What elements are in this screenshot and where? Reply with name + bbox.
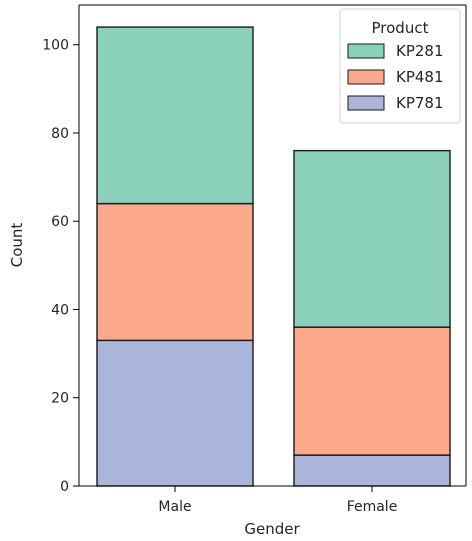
- axes-group: [78, 4, 467, 487]
- bar-female-kp481: [293, 326, 451, 456]
- legend-frame: [339, 8, 461, 124]
- legend-entries: KP281 KP481 KP781: [347, 42, 444, 112]
- bar-male-kp781: [96, 339, 254, 487]
- x-axis-label: Gender: [244, 520, 300, 538]
- y-tick-label: 60: [51, 214, 69, 230]
- y-tick-label: 100: [42, 38, 69, 54]
- y-tick-label: 20: [51, 391, 69, 407]
- legend-label-kp781: KP781: [396, 94, 444, 112]
- x-tick-label: Female: [347, 499, 398, 515]
- bar-female-kp781: [293, 454, 451, 487]
- x-ticks-group: Male Female: [158, 486, 397, 515]
- y-ticks-group: 0 20 40 60 80 100: [42, 38, 79, 495]
- legend: Product KP281 KP481 KP781: [339, 8, 461, 124]
- bars-group: [96, 26, 451, 487]
- y-tick-label: 0: [60, 479, 69, 495]
- legend-label-kp281: KP281: [396, 42, 444, 60]
- legend-swatch-kp281: [347, 43, 385, 59]
- y-axis-label: Count: [8, 223, 26, 268]
- bar-male-kp281: [96, 26, 254, 205]
- y-tick-label: 80: [51, 126, 69, 142]
- legend-label-kp481: KP481: [396, 68, 444, 86]
- legend-swatch-kp481: [347, 69, 385, 85]
- bar-male-kp481: [96, 202, 254, 342]
- bar-female-kp281: [293, 149, 451, 328]
- y-tick-label: 40: [51, 302, 69, 318]
- x-tick-label: Male: [158, 499, 191, 515]
- legend-title: Product: [372, 19, 429, 37]
- legend-swatch-kp781: [347, 95, 385, 111]
